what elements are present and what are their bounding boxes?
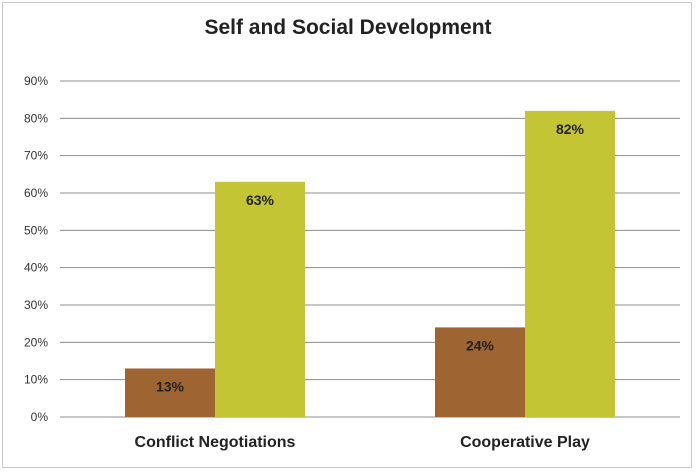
bar [125,368,215,417]
data-label: 13% [156,378,185,394]
chart-title: Self and Social Development [204,16,492,39]
y-tick-label: 20% [24,335,48,349]
bar [525,110,615,417]
y-tick-label: 60% [24,186,48,200]
data-label: 63% [246,192,275,208]
y-tick-label: 70% [24,149,48,163]
bar [215,181,305,417]
x-category-label: Cooperative Play [460,434,590,451]
y-tick-label: 50% [24,223,48,237]
y-tick-label: 30% [24,298,48,312]
x-category-label: Conflict Negotiations [135,434,296,451]
bar [435,327,525,417]
data-label: 24% [466,337,495,353]
y-tick-label: 90% [24,74,48,88]
y-tick-label: 40% [24,261,48,275]
data-label: 82% [556,121,585,137]
y-tick-label: 10% [24,373,48,387]
y-tick-label: 0% [31,410,49,424]
y-tick-label: 80% [24,111,48,125]
